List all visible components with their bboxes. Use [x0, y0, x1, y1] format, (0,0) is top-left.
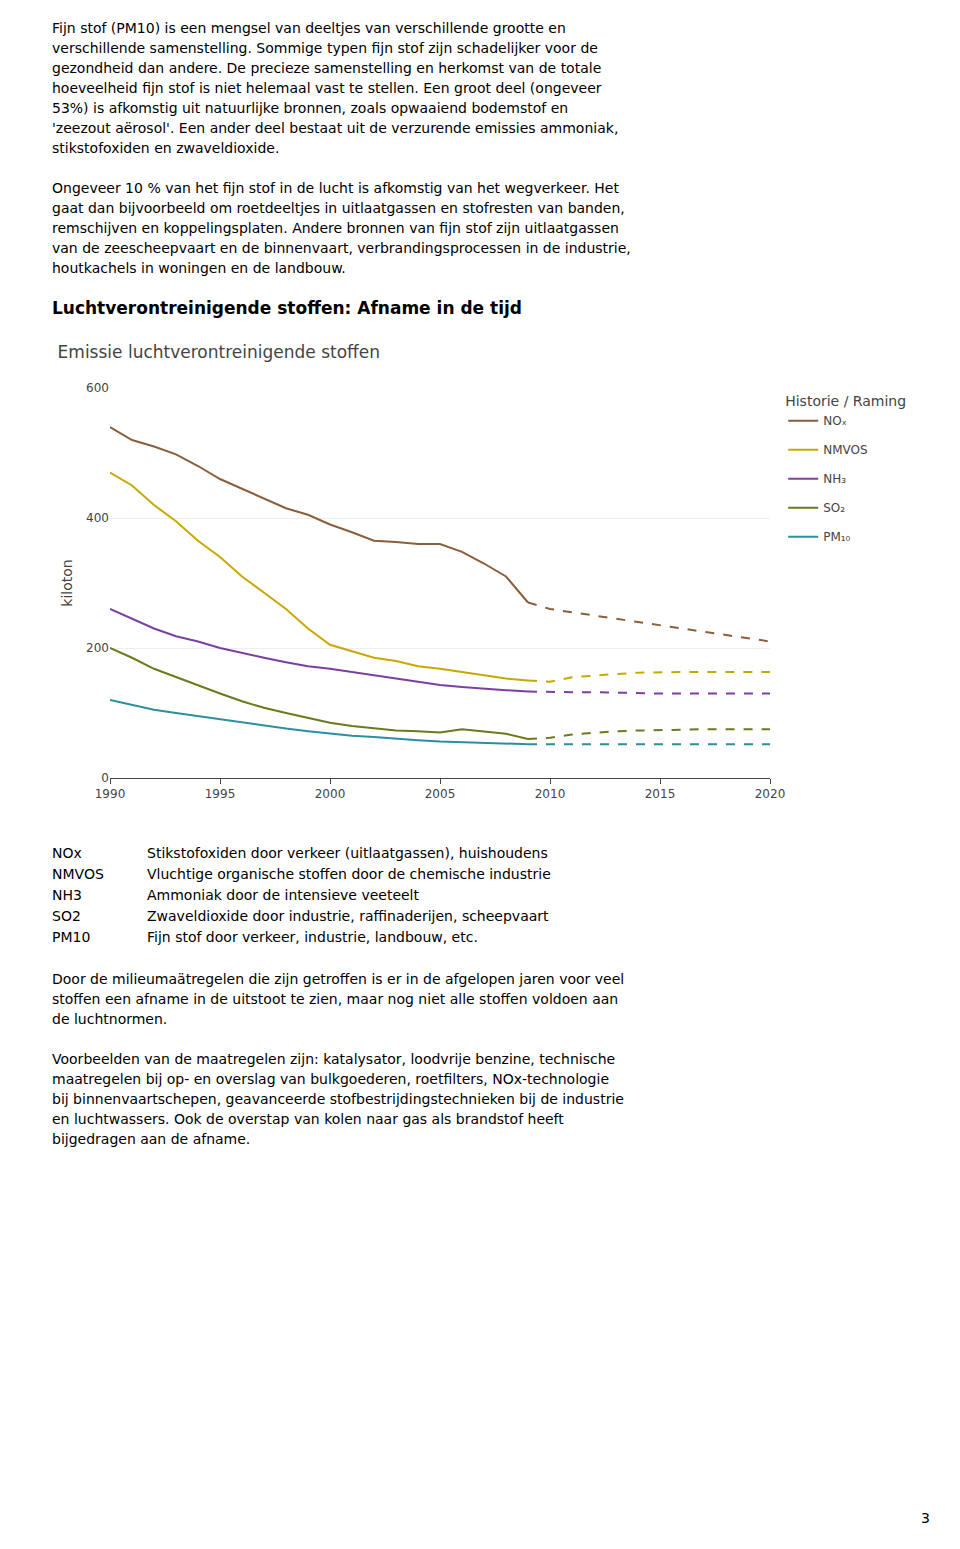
html-text:Luchtverontreinigende stoffen:: Luchtverontreinigende stoffen: Afname in…	[52, 298, 522, 318]
svg-text:600: 600	[86, 381, 109, 395]
html-text:3: 3	[921, 1510, 930, 1526]
svg-text:2015: 2015	[645, 787, 676, 801]
svg-text:2020: 2020	[755, 787, 786, 801]
html-text:stoffen een afname in de uitst: stoffen een afname in de uitstoot te zie…	[52, 991, 619, 1007]
html-text:Door de milieumaätregelen die: Door de milieumaätregelen die zijn getro…	[52, 971, 625, 987]
html-text:Fijn stof (PM10) is een mengse: Fijn stof (PM10) is een mengsel van deel…	[52, 20, 566, 36]
html-text:de luchtnormen.: de luchtnormen.	[52, 1011, 168, 1027]
svg-text:2000: 2000	[315, 787, 346, 801]
svg-text:NH₃: NH₃	[823, 472, 846, 486]
svg-text:1995: 1995	[205, 787, 236, 801]
svg-text:Emissie luchtverontreinigende: Emissie luchtverontreinigende stoffen	[58, 342, 380, 362]
svg-text:1990: 1990	[95, 787, 126, 801]
svg-text:PM₁₀: PM₁₀	[823, 530, 850, 544]
html-text:NMVOS: NMVOS	[52, 866, 104, 882]
html-text:PM10: PM10	[52, 929, 91, 945]
svg-text:SO₂: SO₂	[823, 501, 845, 515]
html-text:Ammoniak door de intensieve ve: Ammoniak door de intensieve veeteelt	[147, 887, 419, 903]
html-text:gaat dan bijvoorbeeld om roetd: gaat dan bijvoorbeeld om roetdeeltjes in…	[52, 200, 625, 216]
html-text:SO2: SO2	[52, 908, 81, 924]
html-text:bijgedragen aan de afname.: bijgedragen aan de afname.	[52, 1131, 251, 1147]
svg-text:200: 200	[86, 641, 109, 655]
html-text:Stikstofoxiden door verkeer (u: Stikstofoxiden door verkeer (uitlaatgass…	[147, 845, 548, 861]
svg-text:400: 400	[86, 511, 109, 525]
html-text:gezondheid dan andere. De prec: gezondheid dan andere. De precieze samen…	[52, 60, 602, 76]
html-text:maatregelen bij op- en oversla: maatregelen bij op- en overslag van bulk…	[52, 1071, 609, 1087]
html-text:houtkachels in woningen en de: houtkachels in woningen en de landbouw.	[52, 260, 346, 276]
html-text:van de zeescheepvaart en de bi: van de zeescheepvaart en de binnenvaart,…	[52, 240, 631, 256]
html-text:NH3: NH3	[52, 887, 82, 903]
html-text:bij binnenvaartschepen, geavan: bij binnenvaartschepen, geavanceerde sto…	[52, 1091, 624, 1107]
html-text:Ongeveer 10 % van het fijn sto: Ongeveer 10 % van het fijn stof in de lu…	[52, 180, 619, 196]
html-text:NOx: NOx	[52, 845, 82, 861]
html-text:en luchtwassers. Ook de overst: en luchtwassers. Ook de overstap van kol…	[52, 1111, 564, 1127]
html-text:hoeveelheid fijn stof is niet: hoeveelheid fijn stof is niet helemaal v…	[52, 80, 602, 96]
svg-text:0: 0	[101, 771, 109, 785]
svg-text:2010: 2010	[535, 787, 566, 801]
html-text:Zwaveldioxide door industrie,: Zwaveldioxide door industrie, raffinader…	[147, 908, 549, 924]
html-text:stikstofoxiden en zwaveldioxid: stikstofoxiden en zwaveldioxide.	[52, 140, 280, 156]
svg-text:NMVOS: NMVOS	[823, 443, 867, 457]
html-text:Vluchtige organische stoffen d: Vluchtige organische stoffen door de che…	[147, 866, 551, 882]
html-text:53%) is afkomstig uit natuurli: 53%) is afkomstig uit natuurlijke bronne…	[52, 100, 569, 116]
svg-text:2005: 2005	[425, 787, 456, 801]
html-text:remschijven en koppelingsplate: remschijven en koppelingsplaten. Andere …	[52, 220, 619, 236]
html-text:verschillende samenstelling. S: verschillende samenstelling. Sommige typ…	[52, 40, 598, 56]
svg-text:NOₓ: NOₓ	[823, 414, 847, 428]
svg-text:kiloton: kiloton	[59, 559, 75, 606]
html-text:Fijn stof door verkeer, indust: Fijn stof door verkeer, industrie, landb…	[147, 929, 478, 945]
html-text:'zeezout aërosol'. Een ander d: 'zeezout aërosol'. Een ander deel bestaa…	[52, 120, 619, 136]
html-text:Voorbeelden van de maatregelen: Voorbeelden van de maatregelen zijn: kat…	[52, 1051, 616, 1067]
svg-text:Historie / Raming: Historie / Raming	[785, 393, 906, 409]
